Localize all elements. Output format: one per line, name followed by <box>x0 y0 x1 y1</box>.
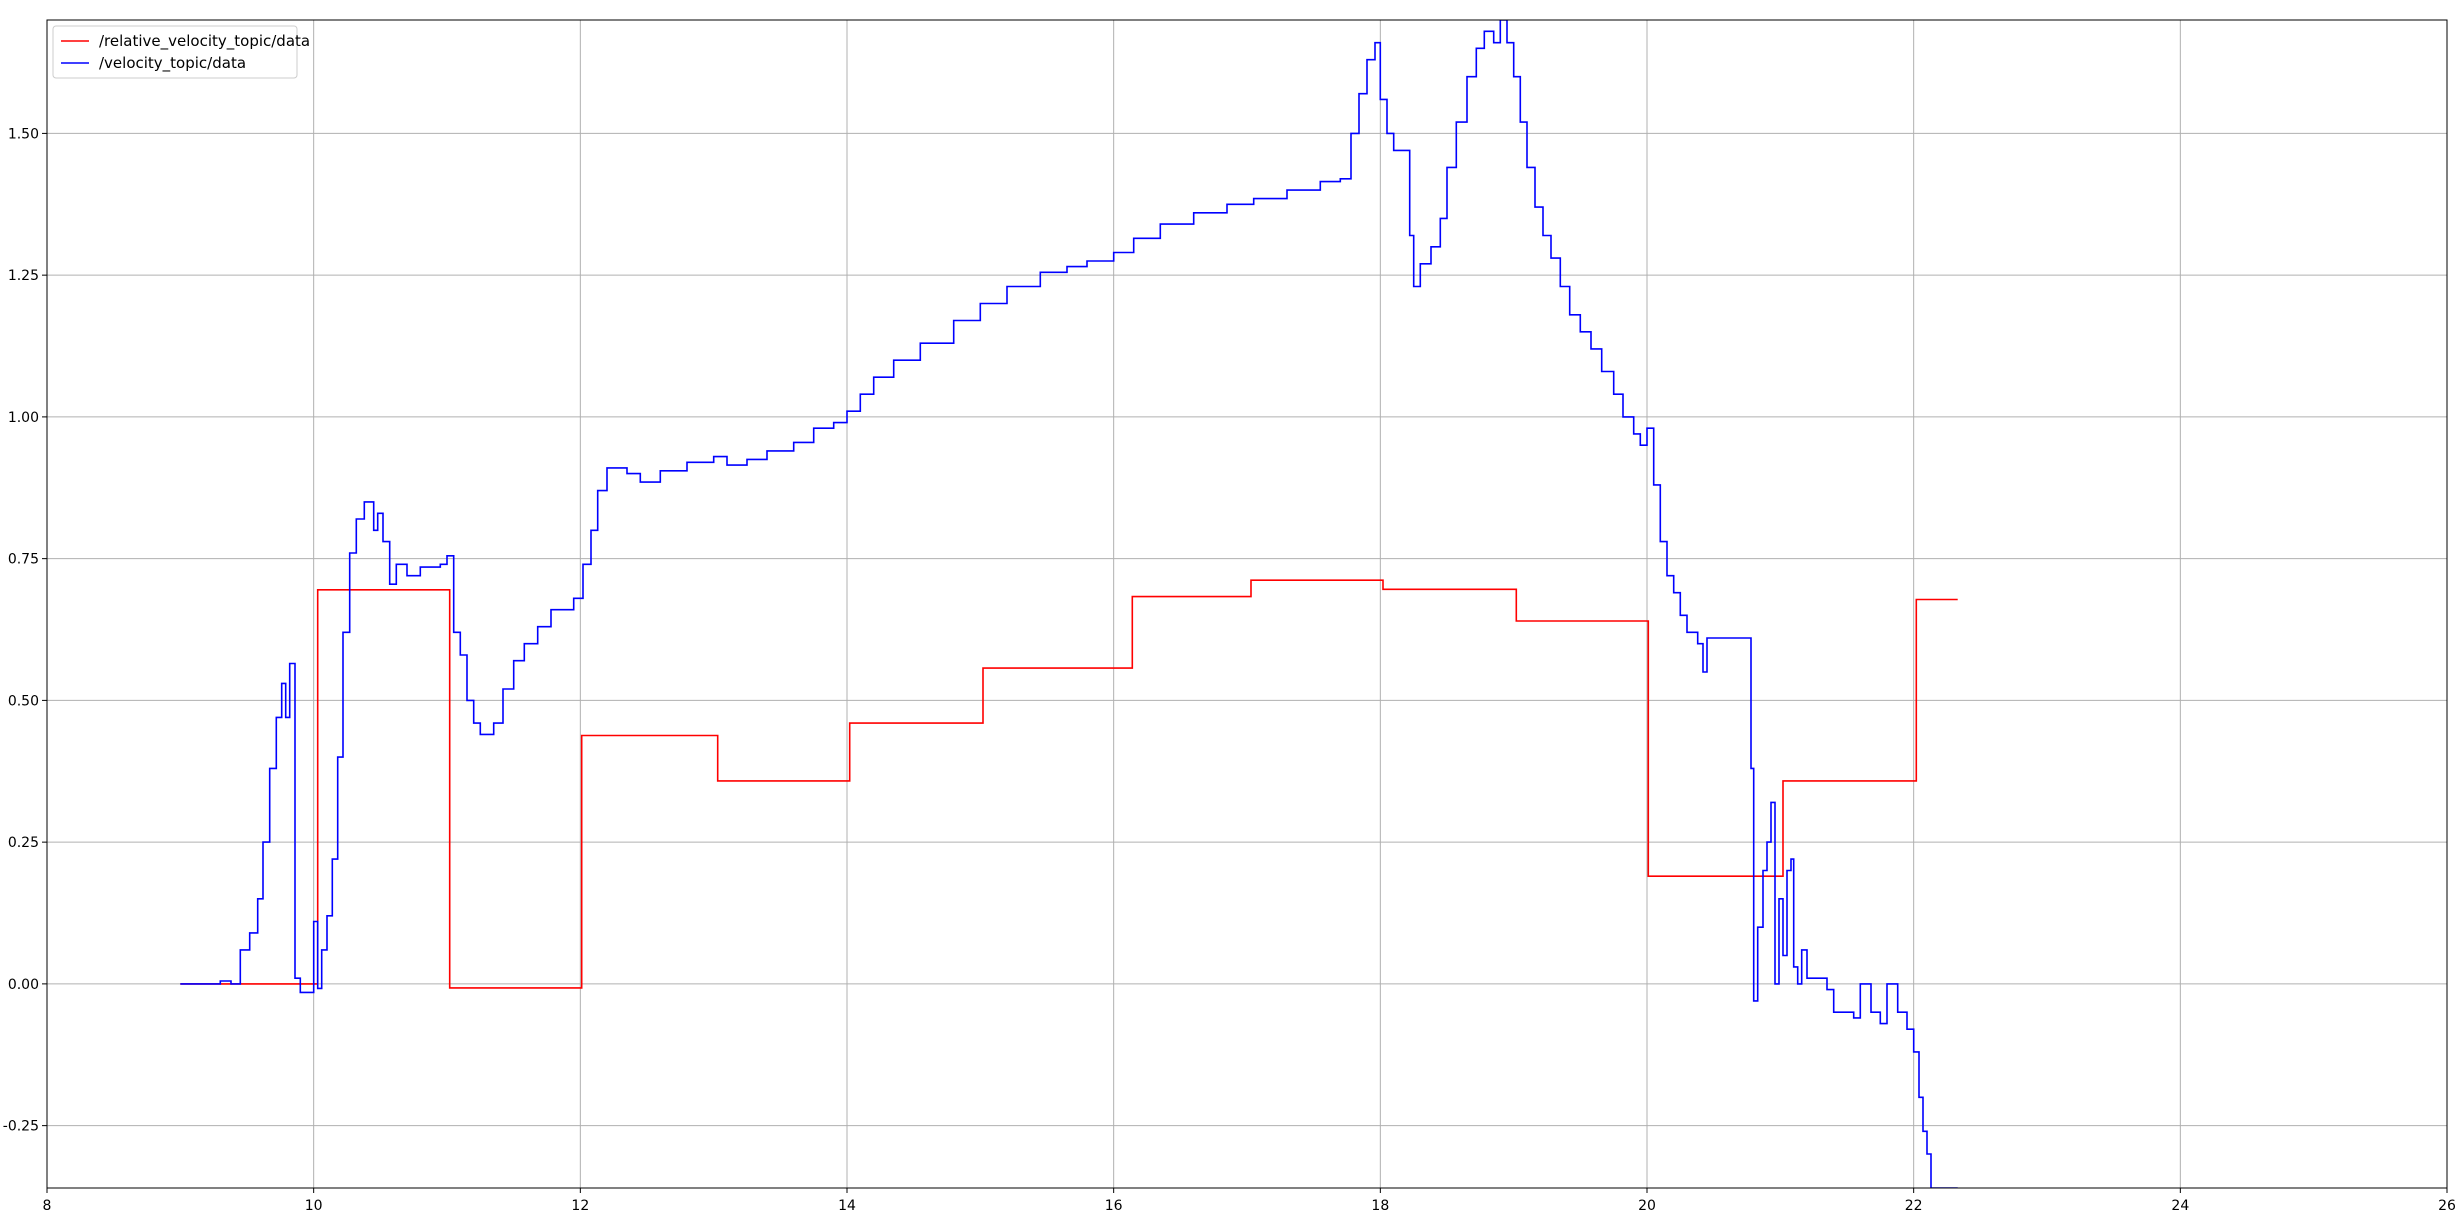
legend-label-1: /velocity_topic/data <box>99 54 246 73</box>
x-tick-label: 14 <box>838 1198 856 1214</box>
series-line-1 <box>180 20 1958 1188</box>
y-tick-label: 0.75 <box>8 552 39 568</box>
y-tick-label: 1.50 <box>8 126 39 142</box>
series-layer <box>180 20 1958 1188</box>
y-tick-label: 0.25 <box>8 835 39 851</box>
legend: /relative_velocity_topic/data/velocity_t… <box>52 25 310 79</box>
x-tick-label: 26 <box>2438 1198 2456 1214</box>
x-tick-label: 10 <box>305 1198 323 1214</box>
x-tick-label: 18 <box>1371 1198 1389 1214</box>
axes-frame <box>46 19 2448 1189</box>
x-tick-label: 22 <box>1905 1198 1923 1214</box>
x-tick-label: 20 <box>1638 1198 1656 1214</box>
x-tick-label: 16 <box>1105 1198 1123 1214</box>
legend-box <box>52 25 298 79</box>
x-tick-label: 12 <box>571 1198 589 1214</box>
tick-layer: 8 10 12 14 16 18 20 22 24 26 -0.25 0.00 0.25 0.50 0.75… <box>3 126 2456 1214</box>
y-tick-label: 0.00 <box>8 977 39 993</box>
y-tick-label: -0.25 <box>3 1119 39 1135</box>
grid-layer <box>46 20 2448 1188</box>
legend-label-0: /relative_velocity_topic/data <box>99 32 310 51</box>
series-line-0 <box>180 579 1958 989</box>
x-tick-label: 24 <box>2171 1198 2189 1214</box>
y-tick-label: 1.00 <box>8 410 39 426</box>
x-tick-label: 8 <box>43 1198 52 1214</box>
y-tick-label: 1.25 <box>8 268 39 284</box>
y-tick-label: 0.50 <box>8 693 39 709</box>
